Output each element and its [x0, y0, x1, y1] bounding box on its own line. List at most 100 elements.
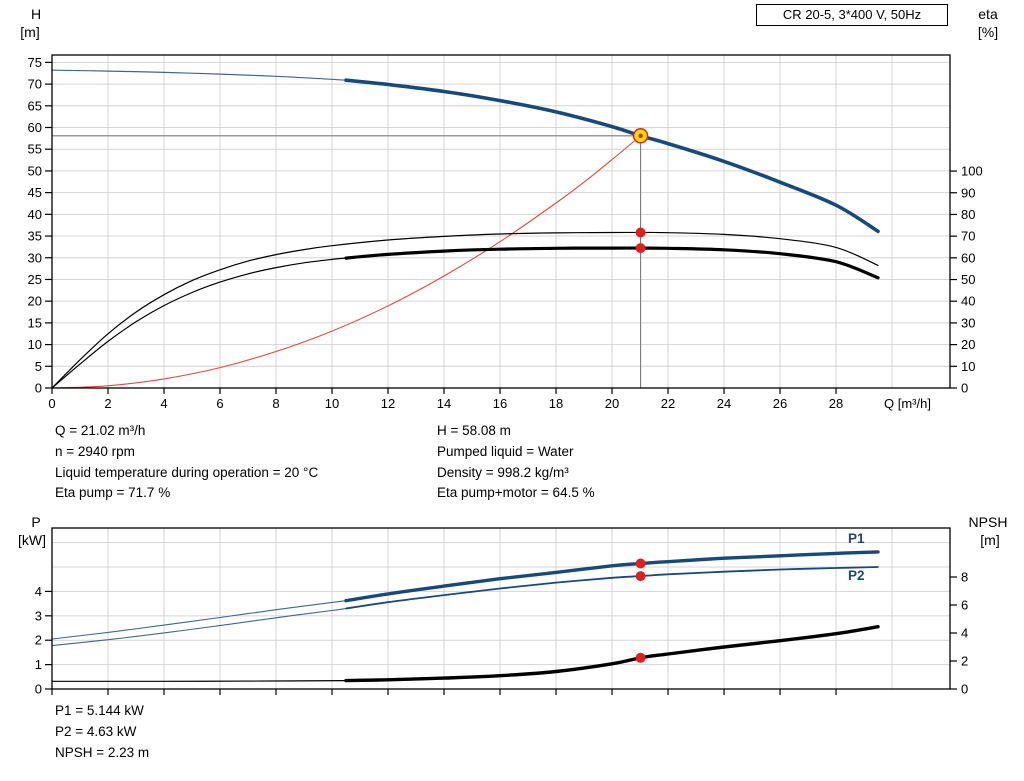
right-axis-tick-label: 0	[961, 682, 968, 697]
annotation-density: Density = 998.2 kg/m³	[437, 464, 569, 480]
x-axis-tick-label: 14	[437, 396, 451, 411]
x-axis-tick-label: 26	[773, 396, 787, 411]
annotation-p1: P1 = 5.144 kW	[55, 703, 144, 718]
x-axis-tick-label: 2	[104, 396, 111, 411]
x-axis-tick-label: 22	[661, 396, 675, 411]
left-axis-tick-label: 30	[28, 250, 42, 265]
left-axis-tick-label: 50	[28, 163, 42, 178]
eta-pump-curve	[51, 231, 879, 389]
annotation-n: n = 2940 rpm	[55, 443, 135, 459]
x-axis-tick-label: 28	[829, 396, 843, 411]
eta-pump-motor-thick	[344, 246, 880, 280]
right-axis-tick-label: 4	[961, 626, 968, 641]
p2-curve-thin	[51, 607, 347, 647]
right-axis-tick-label: 90	[961, 185, 975, 200]
x-axis-tick-label: 12	[381, 396, 395, 411]
p2-curve-label: P2	[848, 568, 865, 583]
left-axis-tick-label: 5	[35, 359, 42, 374]
annotation-liquid: Pumped liquid = Water	[437, 443, 574, 459]
p-axis-unit: [kW]	[18, 532, 46, 548]
p1-curve-thick	[344, 550, 880, 603]
left-axis-tick-label: 55	[28, 142, 42, 157]
annotation-h: H = 58.08 m	[437, 423, 511, 438]
left-axis-tick-label: 0	[35, 381, 42, 396]
h-axis-title: H	[30, 6, 42, 22]
x-axis-tick-label: 4	[160, 396, 167, 411]
operating-point-dot	[635, 558, 646, 569]
x-axis-tick-label: 24	[717, 396, 731, 411]
left-axis-tick-label: 35	[28, 229, 42, 244]
right-axis-tick-label: 0	[961, 381, 968, 396]
annotation-q: Q = 21.02 m³/h	[55, 423, 146, 438]
duty-point-center	[638, 133, 643, 138]
left-axis-tick-label: 60	[28, 120, 42, 135]
left-axis-tick-label: 25	[28, 272, 42, 287]
x-axis-tick-label: 10	[325, 396, 339, 411]
plot-frame	[51, 527, 951, 690]
left-axis-tick-label: 70	[28, 77, 42, 92]
left-axis-tick-label: 20	[28, 294, 42, 309]
x-axis-tick-label: 6	[216, 396, 223, 411]
left-axis-tick-label: 65	[28, 98, 42, 113]
eta-axis-title: eta	[978, 6, 998, 22]
npsh-axis-title: NPSH	[968, 514, 1008, 530]
right-axis-tick-label: 100	[961, 164, 983, 179]
left-axis-tick-label: 75	[28, 55, 42, 70]
right-axis-tick-label: 70	[961, 229, 975, 244]
right-axis-tick-label: 60	[961, 250, 975, 265]
operating-point-dot	[635, 227, 646, 238]
right-axis-tick-label: 30	[961, 315, 975, 330]
left-axis-tick-label: 2	[35, 633, 42, 648]
left-axis-tick-label: 3	[35, 608, 42, 623]
right-axis-tick-label: 2	[961, 654, 968, 669]
left-axis-tick-label: 4	[35, 584, 42, 599]
power-annotations: P1 = 5.144 kW P2 = 4.63 kW NPSH = 2.23 m	[55, 701, 149, 763]
qh-curve-thin	[51, 69, 347, 81]
system-curve	[51, 135, 642, 389]
right-axis-tick-label: 8	[961, 570, 968, 585]
left-axis-tick-label: 1	[35, 657, 42, 672]
qh-curve-thick	[344, 78, 880, 234]
right-axis-tick-label: 10	[961, 359, 975, 374]
p1-curve-label: P1	[848, 531, 865, 546]
pump-title-box: CR 20-5, 3*400 V, 50Hz	[756, 4, 948, 26]
right-axis-tick-label: 40	[961, 294, 975, 309]
annotation-p2: P2 = 4.63 kW	[55, 723, 137, 739]
npsh-curve-thick	[344, 625, 880, 683]
x-axis-tick-label: 20	[605, 396, 619, 411]
left-axis-tick-label: 40	[28, 207, 42, 222]
operating-point-dot	[635, 243, 646, 254]
p2-curve-thick	[345, 566, 879, 610]
operating-point-dot	[635, 571, 646, 582]
left-axis-tick-label: 0	[35, 682, 42, 697]
p1-curve-thin	[51, 600, 347, 640]
left-axis-tick-label: 15	[28, 315, 42, 330]
p-axis-title: P	[31, 514, 41, 530]
annotation-eta-pump: Eta pump = 71.7 %	[55, 485, 171, 501]
x-axis-label: Q [m³/h]	[884, 396, 931, 411]
left-axis-tick-label: 45	[28, 185, 42, 200]
right-axis-tick-label: 50	[961, 272, 975, 287]
duty-annotations-col1: Q = 21.02 m³/h n = 2940 rpm Liquid tempe…	[55, 421, 318, 504]
left-axis-tick-label: 10	[28, 337, 42, 352]
qh-eta-chart: 7570656055504540353025201510501009080706…	[28, 54, 983, 411]
duty-annotations-col2: H = 58.08 m Pumped liquid = Water Densit…	[437, 421, 595, 504]
right-axis-tick-label: 6	[961, 598, 968, 613]
x-axis-tick-label: 8	[272, 396, 279, 411]
annotation-eta-pump-motor: Eta pump+motor = 64.5 %	[437, 485, 595, 501]
eta-pump-motor-thin	[51, 257, 347, 389]
x-axis-tick-label: 16	[493, 396, 507, 411]
annotation-temp: Liquid temperature during operation = 20…	[55, 464, 319, 480]
right-axis-tick-label: 80	[961, 207, 975, 222]
npsh-axis-unit: [m]	[980, 532, 1000, 548]
annotation-npsh: NPSH = 2.23 m	[55, 744, 150, 760]
x-axis-tick-label: 0	[48, 396, 55, 411]
h-axis-unit: [m]	[20, 24, 40, 40]
plot-frame	[51, 54, 951, 389]
right-axis-tick-label: 20	[961, 337, 975, 352]
x-axis-tick-label: 18	[549, 396, 563, 411]
eta-axis-unit: [%]	[977, 24, 999, 40]
operating-point-dot	[635, 652, 646, 663]
